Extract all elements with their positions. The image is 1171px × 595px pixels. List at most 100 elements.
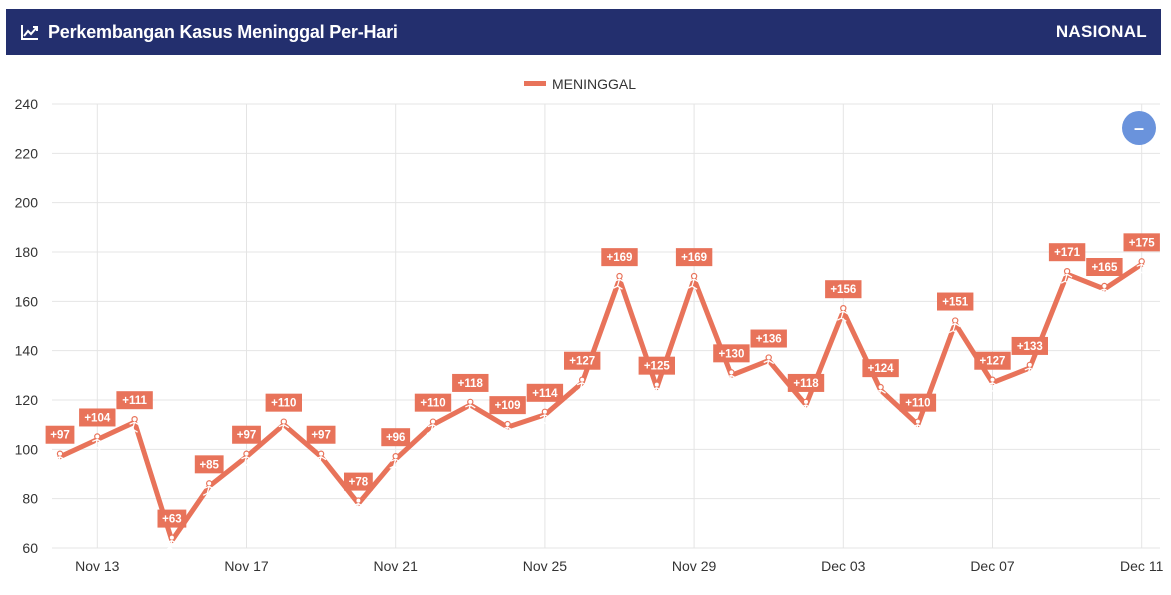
data-label: +110 — [271, 398, 296, 410]
y-tick-label: 200 — [15, 195, 39, 211]
data-point[interactable]: +130 — [713, 344, 750, 386]
point-marker-body — [837, 310, 849, 322]
data-point[interactable]: +133 — [1011, 336, 1048, 379]
chart-header: Perkembangan Kasus Meninggal Per-Hari NA… — [6, 9, 1161, 55]
data-point[interactable]: +78 — [344, 472, 373, 515]
data-point[interactable]: +114 — [526, 383, 564, 426]
y-tick-label: 160 — [15, 293, 39, 309]
y-tick-label: 140 — [15, 343, 39, 359]
point-marker-body — [575, 382, 588, 394]
data-label-box — [787, 373, 825, 392]
data-point[interactable]: +175 — [1123, 233, 1160, 275]
data-point[interactable]: +165 — [1086, 258, 1123, 300]
data-point[interactable]: +104 — [79, 408, 116, 451]
data-label: +127 — [980, 356, 1006, 368]
data-label: +165 — [1091, 262, 1118, 274]
data-label: +127 — [569, 356, 595, 368]
data-label: +111 — [122, 395, 147, 407]
y-tick-label: 60 — [22, 540, 38, 556]
data-label-box — [452, 373, 489, 392]
point-marker-body — [725, 374, 737, 386]
data-point[interactable]: +111 — [116, 391, 153, 433]
series-line — [57, 261, 1145, 544]
x-tick-label: Nov 29 — [672, 558, 717, 574]
data-label-box — [638, 356, 675, 375]
data-point[interactable]: +125 — [638, 356, 675, 399]
data-point[interactable]: +110 — [265, 393, 302, 436]
data-label: +110 — [420, 398, 445, 410]
point-marker-head — [504, 420, 511, 428]
point-marker-head — [56, 450, 64, 457]
point-marker-body — [762, 359, 775, 372]
data-point[interactable]: +97 — [45, 425, 75, 468]
data-label: +78 — [349, 477, 369, 489]
data-point[interactable]: +85 — [194, 455, 224, 497]
point-marker-body — [389, 458, 402, 470]
data-label: +96 — [386, 432, 406, 444]
data-point[interactable]: +97 — [232, 425, 261, 468]
data-label: +136 — [756, 334, 782, 346]
legend[interactable]: MENINGGAL — [524, 76, 636, 92]
x-tick-label: Dec 07 — [970, 558, 1015, 574]
data-label-box — [750, 329, 787, 348]
data-label: +169 — [607, 252, 633, 264]
data-label-box — [601, 248, 638, 267]
data-point[interactable]: +97 — [306, 425, 336, 468]
y-tick-label: 220 — [15, 145, 39, 161]
point-marker-body — [650, 386, 663, 399]
data-point[interactable]: +110 — [414, 393, 452, 436]
zoom-out-button[interactable]: – — [1122, 111, 1156, 145]
data-point[interactable]: +127 — [564, 351, 601, 394]
data-label: +124 — [868, 363, 895, 375]
point-marker-body — [501, 426, 513, 438]
point-marker-body — [874, 389, 886, 401]
data-point[interactable]: +136 — [750, 329, 787, 372]
point-marker-body — [1098, 288, 1110, 300]
point-marker-body — [53, 456, 66, 468]
x-tick-label: Nov 21 — [374, 558, 419, 574]
data-point[interactable]: +96 — [381, 428, 411, 470]
data-label: +97 — [311, 430, 331, 442]
legend-swatch — [524, 81, 546, 86]
y-tick-label: 120 — [15, 392, 39, 408]
y-tick-label: 180 — [15, 244, 39, 260]
point-marker-body — [538, 414, 551, 426]
point-marker-head — [131, 416, 138, 423]
point-marker-head — [653, 381, 661, 388]
data-label-box — [265, 393, 302, 412]
point-marker-body — [426, 423, 439, 436]
data-label: +156 — [830, 284, 856, 296]
point-marker-body — [799, 404, 812, 416]
point-marker-head — [690, 272, 698, 280]
y-tick-label: 80 — [22, 491, 38, 507]
point-marker-head — [429, 418, 437, 425]
data-point[interactable]: +169 — [675, 248, 713, 290]
data-label-box — [344, 472, 373, 491]
point-marker-head — [802, 398, 810, 406]
data-point[interactable]: +169 — [601, 248, 638, 290]
data-point[interactable]: +109 — [489, 396, 526, 438]
point-marker-body — [314, 456, 327, 468]
point-marker-head — [1026, 361, 1034, 369]
point-marker-body — [91, 438, 103, 451]
x-tick-label: Nov 13 — [75, 558, 120, 574]
data-point[interactable]: +151 — [937, 292, 974, 335]
point-marker-head — [728, 369, 735, 376]
data-label: +133 — [1017, 341, 1043, 353]
data-label-box — [414, 393, 452, 412]
data-point[interactable]: +171 — [1048, 243, 1086, 285]
data-point[interactable]: +127 — [974, 351, 1011, 394]
data-label: +169 — [681, 252, 707, 264]
point-marker-body — [911, 423, 924, 436]
data-point[interactable]: +118 — [452, 373, 489, 416]
point-marker-body — [165, 539, 178, 552]
x-tick-label: Nov 25 — [523, 558, 568, 574]
data-point[interactable]: +110 — [899, 393, 937, 436]
data-point[interactable]: +124 — [862, 359, 899, 401]
data-label-box — [45, 425, 75, 444]
data-label: +125 — [644, 361, 671, 373]
data-point[interactable]: +118 — [787, 373, 825, 416]
point-marker-body — [613, 278, 625, 290]
data-point[interactable]: +156 — [825, 280, 862, 322]
data-point[interactable]: +63 — [157, 509, 187, 552]
